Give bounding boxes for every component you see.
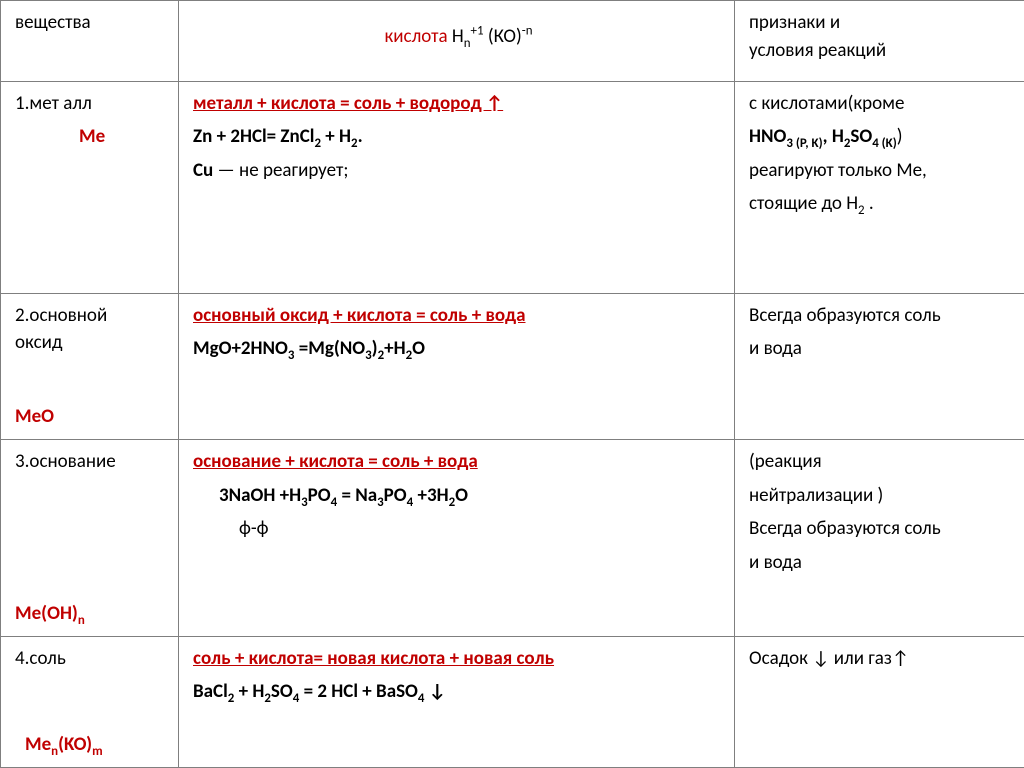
row1-r-l3: реагируют только Ме, xyxy=(749,159,927,182)
table-header: вещества кислота Hn+1 (КО)-n признаки и … xyxy=(1,1,1024,82)
row1-eq2-plain: — не реагирует; xyxy=(213,159,348,182)
table-row: 1.мет алл Ме металл + кислота = соль + в… xyxy=(1,81,1024,293)
row3-substance: 3.основание Ме(ОН)n xyxy=(1,439,179,636)
hdr-col1-text: вещества xyxy=(15,11,91,34)
row4-eq: BaCl2 + H2SO4 = 2 HCl + BaSO4 ↓ xyxy=(193,680,446,703)
hdr-col3-l1: признаки и xyxy=(749,11,840,34)
row1-r-l4: стоящие до H2 . xyxy=(749,192,874,215)
row2-substance: 2.основной оксид МеО xyxy=(1,293,179,439)
row1-rule: металл + кислота = соль + водород ↑ xyxy=(193,92,503,115)
row2-r-l1: Всегда образуются соль xyxy=(749,304,941,327)
row1-num: 1.мет алл xyxy=(15,92,92,115)
row2-l1: 2.основной xyxy=(15,304,107,327)
row3-r-l3: Всегда образуются соль xyxy=(749,517,941,540)
row2-l2: оксид xyxy=(15,331,63,354)
row1-r-l1: с кислотами(кроме xyxy=(749,92,904,115)
row1-reaction: металл + кислота = соль + водород ↑ Zn +… xyxy=(179,81,735,293)
row2-eq: MgO+2HNO3 =Mg(NO3)2+H2O xyxy=(193,337,425,360)
row3-eq: 3NaOH +H3PO4 = Na3PO4 +3H2O xyxy=(193,482,468,510)
hdr-col3: признаки и условия реакций xyxy=(735,1,1024,82)
hdr-col2-word: кислота xyxy=(384,25,447,48)
hdr-col3-l2: условия реакций xyxy=(749,39,886,62)
row2-conditions: Всегда образуются соль и вода xyxy=(735,293,1024,439)
row3-note: ф-ф xyxy=(193,515,269,543)
row2-rule: основный оксид + кислота = соль + вода xyxy=(193,304,526,327)
row4-sym: Men(KO)m xyxy=(25,731,103,759)
hdr-col1: вещества xyxy=(1,1,179,82)
row1-eq1: Zn + 2HCl= ZnCl2 + H2. xyxy=(193,125,363,148)
table-row: 2.основной оксид МеО основный оксид + ки… xyxy=(1,293,1024,439)
row1-substance: 1.мет алл Ме xyxy=(1,81,179,293)
row1-sym: Ме xyxy=(15,123,105,151)
row4-reaction: соль + кислота= новая кислота + новая со… xyxy=(179,636,735,767)
row3-r-l4: и вода xyxy=(749,551,802,574)
row3-conditions: (реакция нейтрализации ) Всегда образуют… xyxy=(735,439,1024,636)
row4-substance: 4.соль Men(KO)m xyxy=(1,636,179,767)
row2-sym: МеО xyxy=(15,403,54,431)
row1-eq2-bold: Cu xyxy=(193,159,213,182)
hdr-col2: кислота Hn+1 (КО)-n xyxy=(179,1,735,82)
row3-reaction: основание + кислота = соль + вода 3NaOH … xyxy=(179,439,735,636)
table-row: 4.соль Men(KO)m соль + кислота= новая ки… xyxy=(1,636,1024,767)
row2-r-l2: и вода xyxy=(749,337,802,360)
row4-rule: соль + кислота= новая кислота + новая со… xyxy=(193,647,554,670)
row4-r: Осадок ↓ или газ↑ xyxy=(749,647,909,670)
row1-r-l2: HNO3 (P, K), H2SO4 (K)) xyxy=(749,125,903,148)
row3-sym: Ме(ОН)n xyxy=(15,600,85,628)
row3-r-l1: (реакция xyxy=(749,450,822,473)
row1-conditions: с кислотами(кроме HNO3 (P, K), H2SO4 (K)… xyxy=(735,81,1024,293)
table-row: 3.основание Ме(ОН)n основание + кислота … xyxy=(1,439,1024,636)
row4-conditions: Осадок ↓ или газ↑ xyxy=(735,636,1024,767)
row3-l1: 3.основание xyxy=(15,450,116,473)
row4-l1: 4.соль xyxy=(15,647,66,670)
hdr-col2-formula: Hn+1 (КО)-n xyxy=(452,25,533,48)
row3-rule: основание + кислота = соль + вода xyxy=(193,450,478,473)
row2-reaction: основный оксид + кислота = соль + вода M… xyxy=(179,293,735,439)
chemistry-table: вещества кислота Hn+1 (КО)-n признаки и … xyxy=(0,0,1024,768)
row3-r-l2: нейтрализации ) xyxy=(749,484,883,507)
